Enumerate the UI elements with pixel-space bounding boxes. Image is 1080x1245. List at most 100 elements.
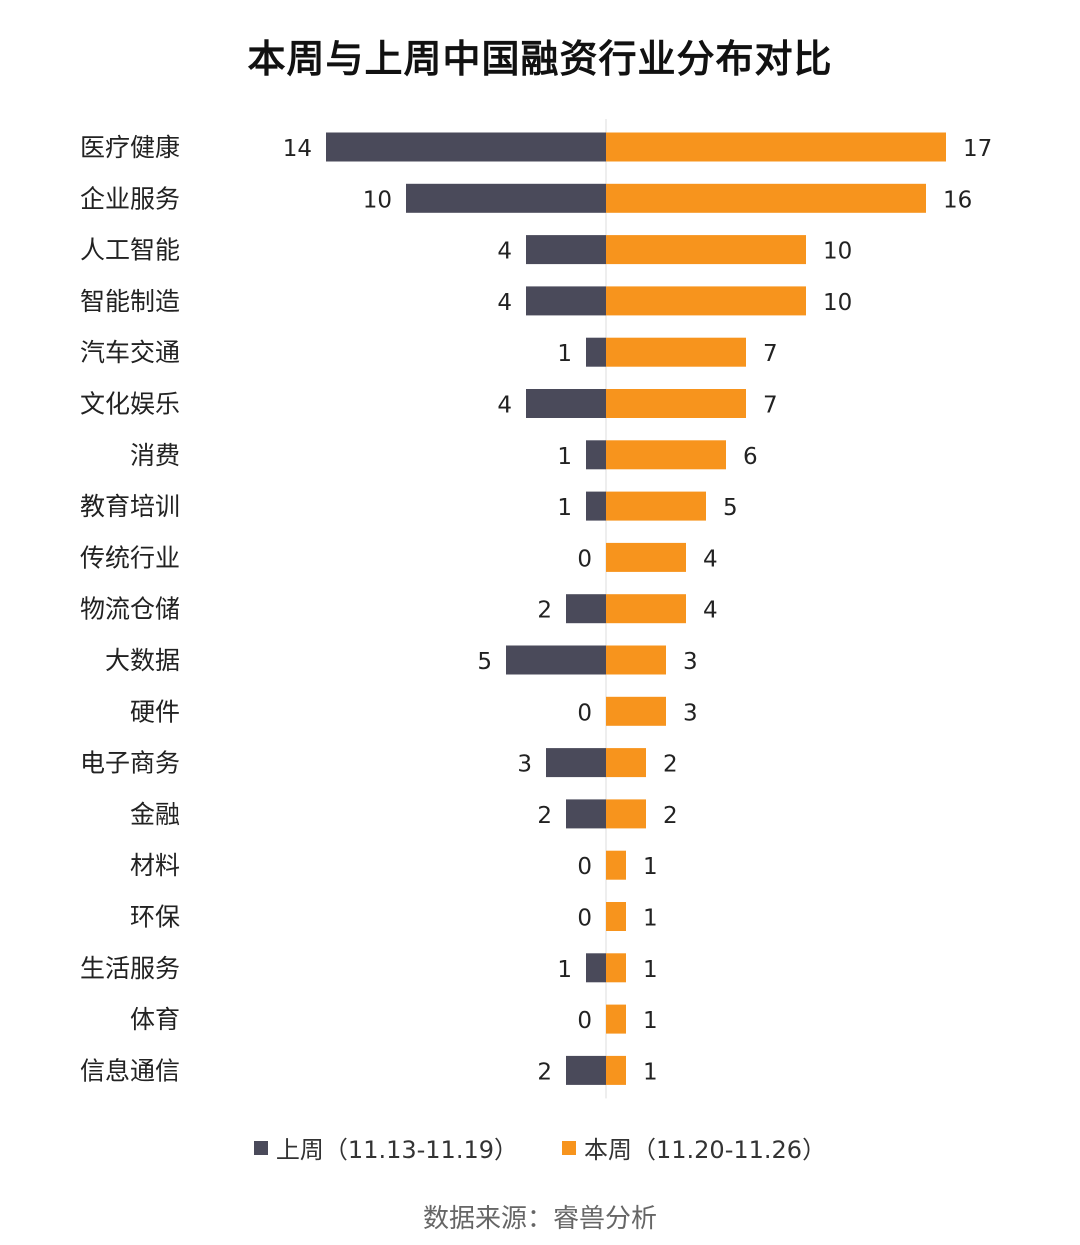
bar-last-week [586, 337, 606, 367]
value-label-last-week: 4 [497, 290, 512, 316]
category-label: 物流仓储 [80, 595, 180, 624]
bar-this-week [606, 594, 686, 624]
chart-title: 本周与上周中国融资行业分布对比 [247, 37, 833, 81]
legend: 上周（11.13-11.19） 本周（11.20-11.26） [0, 1130, 1080, 1165]
value-label-this-week: 10 [823, 290, 852, 316]
category-label: 信息通信 [80, 1056, 180, 1085]
bar-last-week [406, 183, 606, 213]
bar-this-week [606, 235, 806, 265]
legend-item-this-week: 本周（11.20-11.26） [562, 1130, 826, 1165]
value-label-last-week: 0 [577, 906, 592, 932]
category-label: 材料 [130, 851, 180, 880]
bar-this-week [606, 748, 646, 778]
value-label-last-week: 2 [537, 598, 552, 624]
bar-last-week [586, 953, 606, 983]
legend-swatch-this-week [562, 1140, 576, 1155]
bar-this-week [606, 799, 646, 829]
bar-this-week [606, 183, 926, 213]
legend-item-last-week: 上周（11.13-11.19） [253, 1130, 518, 1165]
category-label: 硬件 [130, 697, 180, 726]
bar-this-week [606, 132, 946, 162]
category-label: 企业服务 [80, 184, 180, 213]
value-label-this-week: 16 [943, 187, 972, 213]
category-label: 生活服务 [80, 954, 180, 983]
bar-this-week [606, 1055, 626, 1085]
bar-this-week [606, 1004, 626, 1034]
category-label: 教育培训 [80, 492, 180, 521]
value-label-last-week: 1 [557, 341, 572, 367]
value-label-this-week: 1 [643, 906, 658, 932]
category-label: 传统行业 [80, 543, 180, 572]
value-label-this-week: 4 [703, 598, 718, 624]
value-label-last-week: 0 [577, 700, 592, 726]
bar-this-week [606, 902, 626, 931]
value-label-last-week: 2 [537, 803, 552, 829]
value-label-last-week: 5 [477, 649, 492, 675]
category-label: 文化娱乐 [80, 390, 180, 419]
value-label-last-week: 1 [557, 495, 572, 521]
value-label-last-week: 0 [577, 546, 592, 572]
category-label: 消费 [130, 441, 180, 470]
data-source: 数据来源：睿兽分析 [422, 1204, 657, 1234]
category-label: 环保 [130, 903, 180, 932]
bar-this-week [606, 337, 746, 367]
bar-last-week [586, 491, 606, 521]
category-label: 大数据 [105, 646, 180, 675]
value-label-this-week: 1 [643, 957, 658, 983]
value-label-last-week: 0 [577, 854, 592, 880]
category-label: 体育 [130, 1005, 180, 1034]
value-label-this-week: 1 [643, 1059, 658, 1085]
value-label-this-week: 10 [823, 239, 852, 265]
value-label-last-week: 4 [497, 393, 512, 419]
value-label-last-week: 4 [497, 239, 512, 265]
value-label-this-week: 1 [643, 854, 658, 880]
bar-this-week [606, 696, 666, 726]
category-label: 电子商务 [80, 749, 180, 778]
legend-label-this-week: 本周（11.20-11.26） [584, 1136, 827, 1164]
category-label: 人工智能 [80, 236, 180, 265]
value-label-this-week: 17 [963, 136, 992, 162]
value-label-this-week: 5 [723, 495, 738, 521]
value-label-last-week: 1 [557, 444, 572, 470]
bar-this-week [606, 953, 626, 983]
category-label: 金融 [130, 800, 180, 829]
legend-swatch-last-week [253, 1140, 268, 1155]
value-label-this-week: 2 [663, 803, 678, 829]
bar-this-week [606, 286, 806, 316]
bar-last-week [546, 748, 606, 778]
value-label-this-week: 3 [683, 700, 698, 726]
category-label: 智能制造 [80, 287, 180, 316]
value-label-this-week: 7 [763, 341, 778, 367]
bar-last-week [506, 645, 606, 675]
value-label-this-week: 4 [703, 546, 718, 572]
bar-last-week [526, 235, 606, 265]
value-label-last-week: 14 [283, 136, 312, 162]
bar-this-week [606, 389, 746, 418]
bar-this-week [606, 645, 666, 675]
category-label: 医疗健康 [80, 133, 180, 162]
bar-this-week [606, 850, 626, 880]
legend-label-last-week: 上周（11.13-11.19） [275, 1136, 518, 1164]
value-label-this-week: 7 [763, 393, 778, 419]
bar-last-week [566, 799, 606, 829]
bar-last-week [566, 594, 606, 624]
value-label-last-week: 3 [517, 752, 532, 778]
value-label-last-week: 2 [537, 1059, 552, 1085]
bar-last-week [586, 440, 606, 470]
value-label-this-week: 3 [683, 649, 698, 675]
value-label-this-week: 6 [743, 444, 758, 470]
bar-last-week [326, 132, 606, 162]
bar-last-week [526, 286, 606, 316]
bar-this-week [606, 440, 726, 470]
bar-this-week [606, 542, 686, 572]
value-label-last-week: 1 [557, 957, 572, 983]
bar-last-week [566, 1055, 606, 1085]
category-label: 汽车交通 [80, 338, 180, 367]
bar-last-week [526, 389, 606, 418]
value-label-this-week: 1 [643, 1008, 658, 1034]
value-label-this-week: 2 [663, 752, 678, 778]
value-label-last-week: 0 [577, 1008, 592, 1034]
bar-this-week [606, 491, 706, 521]
